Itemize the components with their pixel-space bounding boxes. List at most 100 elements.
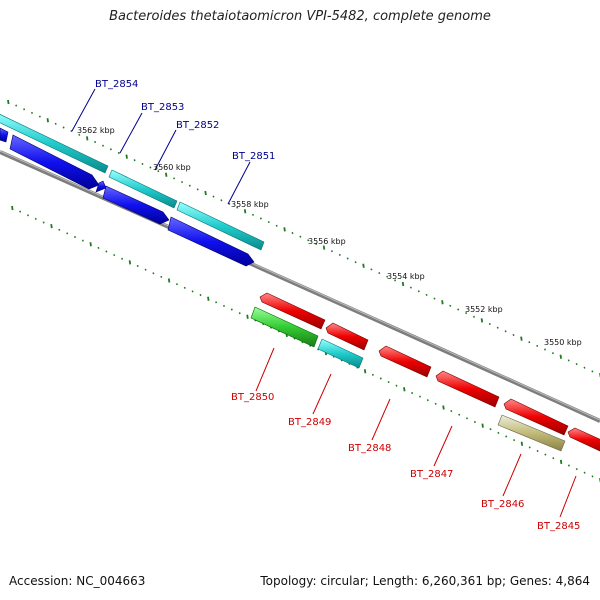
scale-tick (489, 428, 492, 431)
scale-tick (73, 235, 77, 239)
scale-tick (496, 326, 499, 329)
scale-tick (551, 352, 554, 355)
gene-label-bt-2854[interactable]: BT_2854 (95, 79, 138, 90)
gene-feature-cyan (0, 114, 109, 174)
scale-tick (125, 154, 128, 159)
gene-label-bt-2845[interactable]: BT_2845 (537, 521, 580, 532)
scale-tick (144, 268, 147, 271)
scale-label: 3552 kbp (465, 305, 503, 314)
scale-tick (38, 115, 41, 118)
scale-tick (58, 228, 61, 231)
scale-tick (505, 435, 508, 438)
gene-feature-red (567, 427, 600, 452)
scale-tick (512, 333, 515, 337)
scale-tick (567, 359, 570, 362)
scale-tick (109, 148, 112, 151)
scale-tick (183, 286, 186, 289)
scale-tick (89, 242, 92, 247)
scale-tick (275, 224, 278, 227)
scale-tick (70, 130, 73, 133)
scale-tick (449, 304, 452, 307)
scale-tick (11, 205, 14, 211)
scale-tick (426, 399, 429, 402)
scale-tick (575, 363, 578, 366)
scale-tick (520, 336, 523, 341)
scale-tick (481, 423, 484, 428)
scale-tick (26, 214, 30, 217)
scale-ticks (7, 99, 600, 483)
scale-tick (236, 206, 239, 209)
gene-label-bt-2850[interactable]: BT_2850 (231, 392, 274, 403)
scale-tick (552, 457, 555, 460)
scale-tick (434, 402, 437, 405)
scale-tick (246, 314, 249, 319)
gene-label-bt-2847[interactable]: BT_2847 (410, 469, 453, 480)
gene-feature-blue (0, 127, 9, 143)
scale-tick (97, 246, 100, 249)
scale-tick (283, 227, 286, 232)
genome-stats-text: Topology: circular; Length: 6,260,361 bp… (260, 574, 590, 588)
scale-tick (121, 257, 124, 260)
scale-tick (520, 441, 524, 446)
scale-tick (450, 410, 453, 413)
scale-tick (133, 159, 136, 162)
gene-feature-olive (497, 414, 566, 452)
gene-label-bt-2851[interactable]: BT_2851 (232, 151, 275, 162)
scale-label: 3560 kbp (153, 163, 191, 172)
scale-tick (401, 281, 405, 287)
scale-tick (528, 341, 531, 344)
scale-tick (362, 263, 365, 268)
scale-tick (105, 250, 108, 253)
scale-tick (379, 377, 382, 380)
scale-tick (567, 464, 570, 467)
scale-tick (575, 468, 578, 471)
scale-tick (259, 217, 262, 220)
scale-tick (411, 391, 414, 395)
gene-label-bt-2846[interactable]: BT_2846 (481, 499, 524, 510)
scale-tick (465, 312, 468, 315)
gene-feature-cyan (176, 201, 265, 251)
scale-tick (157, 170, 160, 173)
scale-tick (583, 366, 586, 369)
scale-tick (50, 223, 53, 229)
scale-tick (94, 140, 97, 144)
scale-tick (473, 420, 476, 424)
scale-tick (251, 213, 255, 216)
genome-backbone-highlight (0, 150, 600, 421)
scale-tick (215, 301, 218, 304)
scale-tick (536, 344, 539, 347)
scale-tick (101, 144, 105, 147)
gene-feature-red (503, 398, 569, 436)
scale-tick (117, 151, 120, 155)
gene-label-bt-2848[interactable]: BT_2848 (348, 443, 391, 454)
scale-tick (238, 312, 241, 315)
gene-label-bt-2849[interactable]: BT_2849 (288, 417, 331, 428)
gene-labels-top: BT_2854 BT_2853 BT_2852 BT_2851 (95, 79, 275, 162)
scale-tick (497, 431, 500, 434)
scale-tick (433, 297, 436, 300)
scale-label: 3554 kbp (387, 272, 425, 281)
scale-tick (394, 279, 397, 282)
scale-tick (149, 166, 152, 169)
scale-tick (315, 242, 318, 246)
scale-tick (409, 286, 412, 289)
scale-tick (30, 111, 34, 114)
scale-tick (167, 278, 171, 283)
gene-labels-bottom: BT_2850 BT_2849 BT_2848 BT_2847 BT_2846 … (231, 392, 580, 532)
scale-tick (322, 245, 326, 250)
genome-backbone (0, 150, 600, 423)
scale-label: 3550 kbp (544, 338, 582, 347)
gene-label-bt-2853[interactable]: BT_2853 (141, 102, 184, 113)
scale-tick (543, 348, 547, 351)
gene-label-bt-2852[interactable]: BT_2852 (176, 120, 219, 131)
scale-tick (243, 209, 247, 214)
scale-tick (387, 381, 390, 384)
scale-tick (591, 475, 594, 478)
scale-tick (513, 439, 516, 442)
scale-tick (346, 257, 349, 260)
scale-tick (465, 417, 469, 420)
genome-title: Bacteroides thetaiotaomicron VPI-5482, c… (109, 9, 491, 24)
scale-tick (15, 104, 18, 107)
scale-tick (81, 239, 84, 242)
